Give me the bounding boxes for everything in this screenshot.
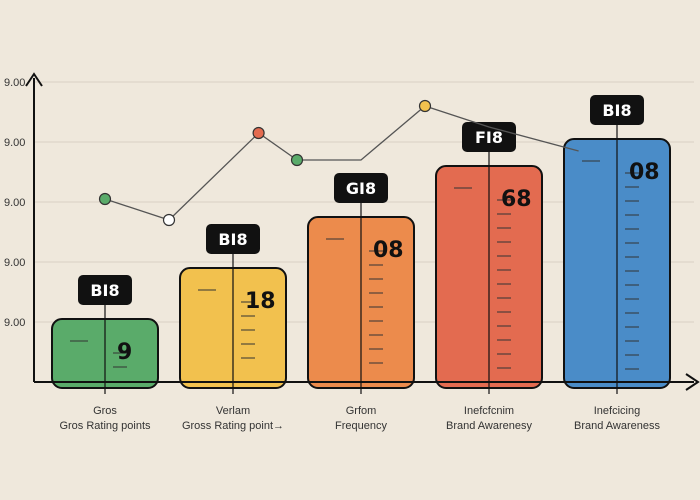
bar-value-label: 08	[373, 238, 404, 263]
trend-point	[290, 153, 304, 167]
bar-tag-label: FI8	[475, 128, 503, 147]
y-tick-label: 9.00	[4, 77, 25, 89]
category-label-line2: Brand Awareness	[574, 420, 661, 432]
category-label-line1: Gros	[93, 405, 117, 417]
bar-tag	[334, 173, 388, 203]
x-axis-arrow	[685, 373, 700, 391]
trend-point	[418, 99, 432, 113]
bar-group: FI8 68	[435, 122, 543, 394]
y-tick-label: 9.00	[4, 317, 25, 329]
bar-tag-label: BI8	[90, 281, 119, 300]
bar-value-label: 18	[245, 289, 276, 314]
trend-point	[252, 126, 265, 140]
bar-group: BI8 18	[179, 224, 287, 394]
y-tick-label: 9.00	[4, 257, 25, 269]
bar-value-label: 08	[629, 160, 660, 185]
trend-line-path	[104, 105, 579, 221]
bar-group: GI8 08	[307, 173, 415, 394]
category-labels: Gros Gros Rating points Verlam Gross Rating…	[59, 405, 660, 432]
bar-tag	[462, 122, 516, 152]
bar-tag	[78, 275, 132, 305]
category-label-line2: Gros Rating points	[59, 420, 151, 432]
category-label-line1: Inefcfcnim	[464, 405, 514, 417]
y-tick-label: 9.00	[4, 197, 25, 209]
category-label-line2: Frequency	[335, 420, 387, 432]
y-axis-arrow	[25, 72, 43, 87]
bar-group: BI8 08	[563, 95, 671, 394]
bar-tag	[590, 95, 644, 125]
trend-point	[98, 192, 112, 206]
bar-tag-label: BI8	[602, 101, 631, 120]
category-label-line1: Inefcicing	[594, 405, 640, 417]
bar-value-label: 9	[117, 340, 132, 365]
category-label-line1: Grfom	[346, 405, 377, 417]
bar-value-label: 68	[501, 187, 532, 212]
bar-tag-label: GI8	[346, 179, 376, 198]
y-tick-label: 9.00	[4, 137, 25, 149]
bars: BI8 9 BI8 18 GI8 08 FI8 68 BI8 08	[51, 95, 671, 394]
bar-tag	[206, 224, 260, 254]
category-label-line2: Gross Rating point→	[182, 420, 284, 432]
trend-point	[162, 213, 176, 227]
category-label-line2: Brand Awarenesy	[446, 420, 533, 432]
bar-tag-label: BI8	[218, 230, 247, 249]
y-tick-labels: 9.00 9.00 9.00 9.00 9.00	[4, 77, 25, 329]
axes	[25, 72, 700, 391]
trend-line	[98, 99, 579, 227]
category-label-line1: Verlam	[216, 405, 250, 417]
bar-group: BI8 9	[51, 275, 159, 394]
